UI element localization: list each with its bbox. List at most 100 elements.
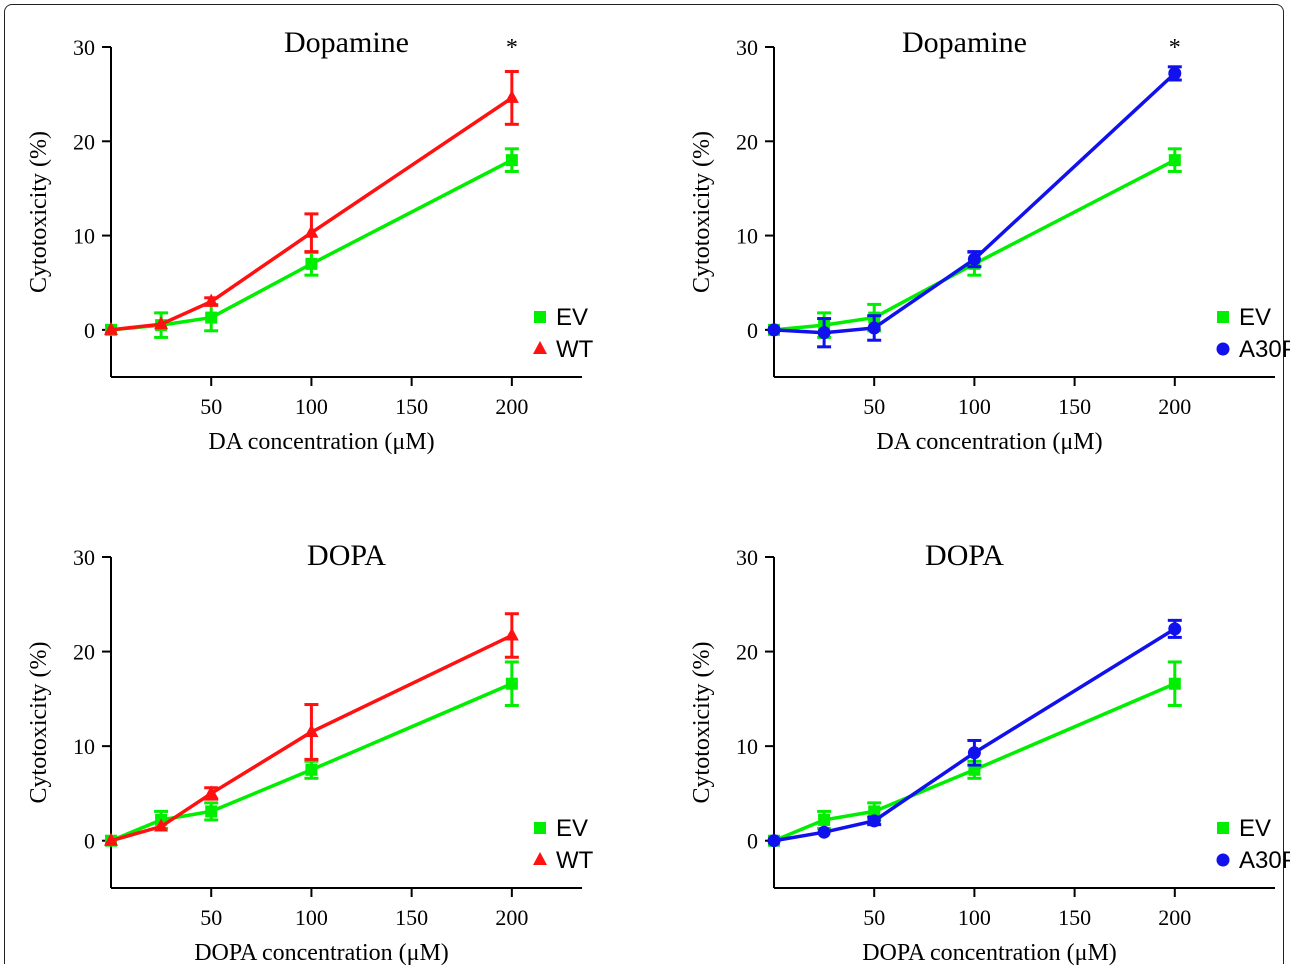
x-tick-label: 200 bbox=[495, 905, 528, 930]
x-tick-label: 150 bbox=[1058, 905, 1091, 930]
legend: EV WT bbox=[533, 815, 594, 874]
x-tick-label: 100 bbox=[295, 394, 328, 419]
axes bbox=[102, 556, 582, 897]
data-point bbox=[504, 89, 519, 103]
x-tick-label: 50 bbox=[200, 394, 222, 419]
data-point bbox=[205, 805, 218, 818]
x-axis-label: DA concentration (μM) bbox=[208, 429, 434, 455]
data-point bbox=[967, 252, 981, 266]
legend-label: WT bbox=[556, 847, 594, 874]
y-axis-label: Cytotoxicity (%) bbox=[26, 642, 52, 804]
legend: EV WT bbox=[533, 304, 594, 363]
data-point bbox=[868, 805, 881, 818]
legend-label: WT bbox=[556, 336, 594, 363]
data-point bbox=[504, 627, 519, 641]
legend-label: EV bbox=[1239, 815, 1271, 842]
y-tick-label: 20 bbox=[73, 129, 95, 154]
y-tick-label: 10 bbox=[73, 734, 95, 759]
series-a30p bbox=[767, 65, 1182, 349]
legend-label: A30P bbox=[1239, 336, 1290, 363]
legend-label: EV bbox=[556, 304, 588, 331]
y-tick-label: 0 bbox=[84, 829, 95, 854]
legend-marker bbox=[533, 852, 547, 865]
x-tick-label: 200 bbox=[1158, 905, 1191, 930]
x-axis-label: DOPA concentration (μM) bbox=[862, 940, 1117, 966]
significance-asterisk: * bbox=[1169, 35, 1181, 61]
y-tick-label: 30 bbox=[73, 545, 95, 570]
data-point bbox=[1168, 154, 1181, 167]
y-tick-label: 30 bbox=[736, 545, 758, 570]
chart-title: DOPA bbox=[925, 539, 1004, 572]
y-tick-label: 10 bbox=[736, 734, 758, 759]
data-point bbox=[817, 326, 831, 340]
legend-marker bbox=[1216, 853, 1230, 867]
data-point bbox=[867, 321, 881, 335]
chart-title: Dopamine bbox=[902, 26, 1027, 59]
chart-title: Dopamine bbox=[284, 26, 409, 59]
y-tick-label: 0 bbox=[747, 829, 758, 854]
legend-marker bbox=[534, 822, 546, 834]
chart-panel-dopa-a30p: 0 10 20 30 50 100 150 200 DOPA DOPA concentration… bbox=[689, 539, 1290, 966]
y-tick-label: 20 bbox=[73, 640, 95, 665]
legend-label: A30P bbox=[1239, 847, 1290, 874]
data-point bbox=[1168, 66, 1182, 80]
series-line bbox=[773, 72, 1176, 335]
legend-marker bbox=[1217, 822, 1229, 834]
x-tick-label: 150 bbox=[395, 394, 428, 419]
chart-title: DOPA bbox=[307, 539, 386, 572]
x-tick-label: 200 bbox=[495, 394, 528, 419]
y-tick-label: 10 bbox=[73, 224, 95, 249]
data-point bbox=[505, 677, 518, 690]
data-point bbox=[154, 316, 169, 330]
data-point bbox=[817, 825, 831, 839]
y-tick-label: 0 bbox=[84, 318, 95, 343]
y-tick-label: 20 bbox=[736, 640, 758, 665]
y-tick-label: 30 bbox=[736, 35, 758, 60]
data-point bbox=[304, 723, 319, 737]
figure-frame bbox=[4, 4, 1284, 964]
y-axis-label: Cytotoxicity (%) bbox=[689, 131, 715, 293]
data-point bbox=[104, 321, 118, 335]
y-tick-label: 30 bbox=[73, 35, 95, 60]
x-tick-label: 150 bbox=[1058, 394, 1091, 419]
x-tick-label: 200 bbox=[1158, 394, 1191, 419]
series-wt bbox=[104, 70, 519, 335]
axes bbox=[765, 46, 1275, 386]
x-tick-label: 150 bbox=[395, 905, 428, 930]
x-tick-label: 50 bbox=[863, 905, 885, 930]
data-point bbox=[1168, 677, 1181, 690]
data-point bbox=[818, 813, 831, 826]
y-axis-label: Cytotoxicity (%) bbox=[689, 642, 715, 804]
x-tick-label: 50 bbox=[200, 905, 222, 930]
data-point bbox=[305, 763, 318, 776]
series-a30p bbox=[767, 618, 1182, 848]
series-ev bbox=[768, 147, 1182, 339]
data-point bbox=[867, 814, 881, 828]
series-line bbox=[773, 158, 1176, 332]
axes bbox=[765, 556, 1275, 897]
x-axis-label: DA concentration (μM) bbox=[876, 429, 1102, 455]
chart-panel-dopa-wt: 0 10 20 30 50 100 150 200 DOPA DOPA concentration… bbox=[26, 539, 594, 966]
y-tick-label: 20 bbox=[736, 129, 758, 154]
significance-asterisk: * bbox=[506, 35, 518, 61]
data-point bbox=[305, 257, 318, 270]
data-point bbox=[205, 311, 218, 324]
data-point bbox=[967, 746, 981, 760]
series-line bbox=[773, 627, 1176, 843]
series-wt bbox=[104, 612, 519, 846]
legend: EV A30P bbox=[1216, 304, 1290, 363]
legend-marker bbox=[533, 341, 547, 354]
legend-label: EV bbox=[556, 815, 588, 842]
data-point bbox=[505, 154, 518, 167]
legend-marker bbox=[1216, 342, 1230, 356]
x-tick-label: 100 bbox=[958, 905, 991, 930]
x-tick-label: 100 bbox=[295, 905, 328, 930]
y-tick-label: 0 bbox=[747, 318, 758, 343]
legend: EV A30P bbox=[1216, 815, 1290, 874]
data-point bbox=[204, 293, 219, 307]
y-axis-label: Cytotoxicity (%) bbox=[26, 131, 52, 293]
y-tick-label: 10 bbox=[736, 224, 758, 249]
data-point bbox=[1168, 622, 1182, 636]
chart-panel-dopamine-wt: 0 10 20 30 50 100 150 200 Dopamine DA concentrati… bbox=[26, 26, 594, 455]
data-point bbox=[204, 785, 219, 799]
